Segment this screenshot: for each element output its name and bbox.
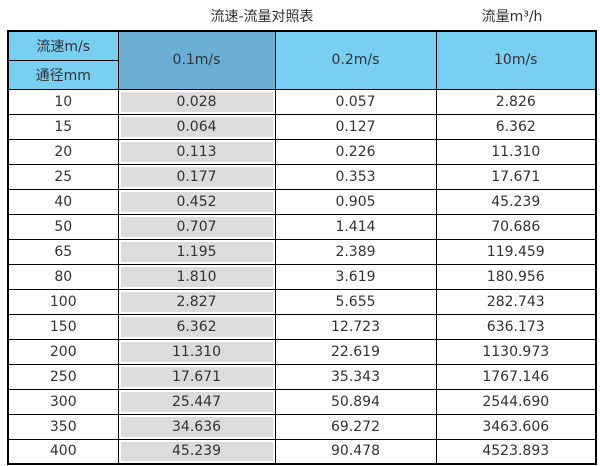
flow-value-0-1: 45.239 xyxy=(117,438,276,465)
diameter-cell: 250 xyxy=(7,363,119,390)
table-row: 150 6.362 12.723 636.173 xyxy=(7,313,597,340)
flow-value-10: 1767.146 xyxy=(435,363,597,390)
diameter-cell: 350 xyxy=(7,413,119,440)
flow-value-0-1: 34.636 xyxy=(117,413,276,440)
velocity-unit-header: 流速m/s xyxy=(7,30,119,61)
flow-value-0-2: 50.894 xyxy=(274,388,437,415)
diameter-cell: 150 xyxy=(7,313,119,340)
flow-value-0-2: 22.619 xyxy=(274,338,437,365)
diameter-cell: 50 xyxy=(7,213,119,240)
flow-value-10: 2544.690 xyxy=(435,388,597,415)
flow-value-10: 1130.973 xyxy=(435,338,597,365)
flow-value-0-2: 0.127 xyxy=(274,113,437,140)
velocity-column-0-1: 0.1m/s xyxy=(117,30,276,90)
flow-value-0-2: 69.272 xyxy=(274,413,437,440)
flow-value-0-1: 0.177 xyxy=(117,163,276,190)
diameter-cell: 300 xyxy=(7,388,119,415)
table-header: 流速m/s 0.1m/s 0.2m/s 10m/s 通径mm xyxy=(7,30,597,90)
flow-value-10: 3463.606 xyxy=(435,413,597,440)
table-row: 100 2.827 5.655 282.743 xyxy=(7,288,597,315)
diameter-cell: 100 xyxy=(7,288,119,315)
diameter-cell: 400 xyxy=(7,438,119,465)
flow-value-0-1: 2.827 xyxy=(117,288,276,315)
velocity-column-0-2: 0.2m/s xyxy=(274,30,437,90)
diameter-cell: 25 xyxy=(7,163,119,190)
flow-value-0-1: 1.195 xyxy=(117,238,276,265)
flow-value-10: 4523.893 xyxy=(435,438,597,465)
diameter-cell: 65 xyxy=(7,238,119,265)
flow-value-10: 70.686 xyxy=(435,213,597,240)
flow-value-0-1: 0.707 xyxy=(117,213,276,240)
flow-value-10: 45.239 xyxy=(435,188,597,215)
titlebar: 流速-流量对照表 流量m³/h xyxy=(0,0,600,30)
flow-value-0-1: 17.671 xyxy=(117,363,276,390)
flow-value-0-1: 0.028 xyxy=(117,88,276,115)
flow-value-0-1: 11.310 xyxy=(117,338,276,365)
table-row: 250 17.671 35.343 1767.146 xyxy=(7,363,597,390)
flow-value-10: 119.459 xyxy=(435,238,597,265)
table-row: 20 0.113 0.226 11.310 xyxy=(7,138,597,165)
flow-value-0-2: 2.389 xyxy=(274,238,437,265)
flow-value-0-1: 0.452 xyxy=(117,188,276,215)
table-row: 50 0.707 1.414 70.686 xyxy=(7,213,597,240)
flow-value-0-2: 35.343 xyxy=(274,363,437,390)
flow-value-0-2: 90.478 xyxy=(274,438,437,465)
flow-value-0-2: 0.353 xyxy=(274,163,437,190)
table-row: 400 45.239 90.478 4523.893 xyxy=(7,438,597,465)
table-row: 10 0.028 0.057 2.826 xyxy=(7,88,597,115)
header-row-velocity: 流速m/s 0.1m/s 0.2m/s 10m/s xyxy=(7,30,597,90)
flow-value-0-1: 6.362 xyxy=(117,313,276,340)
diameter-cell: 80 xyxy=(7,263,119,290)
flow-value-0-2: 1.414 xyxy=(274,213,437,240)
table-row: 300 25.447 50.894 2544.690 xyxy=(7,388,597,415)
flow-value-0-1: 1.810 xyxy=(117,263,276,290)
flow-unit-label: 流量m³/h xyxy=(481,9,543,25)
flow-value-10: 2.826 xyxy=(435,88,597,115)
table-row: 40 0.452 0.905 45.239 xyxy=(7,188,597,215)
page-title: 流速-流量对照表 xyxy=(210,9,314,25)
flow-value-0-2: 5.655 xyxy=(274,288,437,315)
flow-value-10: 180.956 xyxy=(435,263,597,290)
diameter-cell: 20 xyxy=(7,138,119,165)
diameter-cell: 40 xyxy=(7,188,119,215)
table-row: 350 34.636 69.272 3463.606 xyxy=(7,413,597,440)
flow-value-10: 11.310 xyxy=(435,138,597,165)
flow-value-0-2: 0.905 xyxy=(274,188,437,215)
table-row: 15 0.064 0.127 6.362 xyxy=(7,113,597,140)
table-row: 65 1.195 2.389 119.459 xyxy=(7,238,597,265)
flow-value-10: 282.743 xyxy=(435,288,597,315)
flow-value-0-1: 0.064 xyxy=(117,113,276,140)
diameter-unit-header: 通径mm xyxy=(7,59,119,90)
flow-value-10: 17.671 xyxy=(435,163,597,190)
flow-value-0-1: 25.447 xyxy=(117,388,276,415)
flow-value-0-2: 0.057 xyxy=(274,88,437,115)
velocity-flow-table: 流速m/s 0.1m/s 0.2m/s 10m/s 通径mm 10 0.028 … xyxy=(7,30,597,465)
flow-value-0-2: 3.619 xyxy=(274,263,437,290)
flow-value-0-2: 12.723 xyxy=(274,313,437,340)
header-row-diameter: 通径mm xyxy=(7,59,596,90)
diameter-cell: 10 xyxy=(7,88,119,115)
table-body: 10 0.028 0.057 2.826 15 0.064 0.127 6.36… xyxy=(7,88,597,465)
flow-value-10: 636.173 xyxy=(435,313,597,340)
table-row: 25 0.177 0.353 17.671 xyxy=(7,163,597,190)
table-row: 200 11.310 22.619 1130.973 xyxy=(7,338,597,365)
table-row: 80 1.810 3.619 180.956 xyxy=(7,263,597,290)
diameter-cell: 15 xyxy=(7,113,119,140)
diameter-cell: 200 xyxy=(7,338,119,365)
velocity-column-10: 10m/s xyxy=(435,30,597,90)
flow-value-10: 6.362 xyxy=(435,113,597,140)
flow-value-0-2: 0.226 xyxy=(274,138,437,165)
flow-value-0-1: 0.113 xyxy=(117,138,276,165)
